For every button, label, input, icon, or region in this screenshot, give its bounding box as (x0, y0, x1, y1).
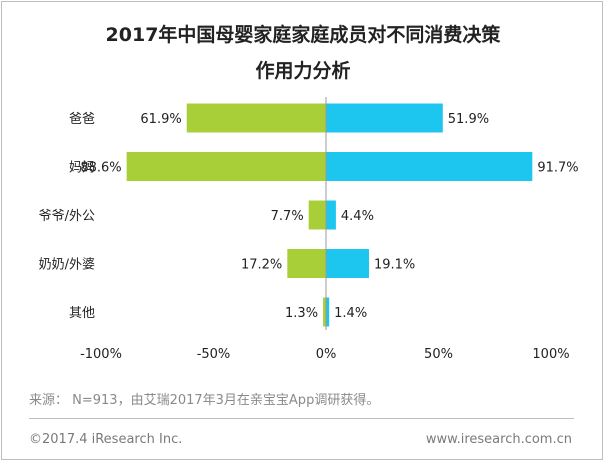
data-label: 4.4% (341, 209, 374, 224)
bar-left (186, 103, 326, 133)
x-tick-label: 0% (316, 347, 337, 362)
data-label: 51.9% (448, 112, 489, 127)
category-label: 其他 (69, 306, 95, 321)
x-tick-label: 50% (424, 347, 453, 362)
bar-left (323, 297, 326, 327)
data-label: 61.9% (140, 112, 181, 127)
category-label: 妈妈 (69, 161, 95, 176)
website-url: www.iresearch.com.cn (425, 432, 572, 447)
bar-left (287, 249, 326, 278)
chart-title-line1: 2017年中国母婴家庭家庭成员对不同消费决策 (105, 24, 501, 46)
copyright-text: ©2017.4 iResearch Inc. (29, 432, 183, 447)
footer-divider (29, 418, 574, 419)
category-label: 爸爸 (69, 112, 95, 127)
source-note: 来源： N=913，由艾瑞2017年3月在亲宝宝App调研获得。 (29, 393, 380, 408)
data-label: 1.4% (334, 306, 367, 321)
data-label: 1.3% (285, 306, 318, 321)
data-label: 7.7% (271, 209, 304, 224)
data-label: 91.7% (537, 161, 578, 176)
data-label: 19.1% (374, 258, 415, 273)
chart-title-line2: 作用力分析 (255, 60, 351, 82)
bar-left (308, 200, 326, 230)
x-tick-label: -100% (80, 347, 122, 362)
data-label: 88.6% (80, 161, 121, 176)
x-tick-label: 100% (532, 347, 569, 362)
bar-left (126, 152, 327, 181)
bar-right (326, 152, 533, 181)
x-tick-label: -50% (197, 347, 231, 362)
bar-right (326, 200, 336, 230)
category-label: 爷爷/外公 (39, 209, 95, 224)
category-label: 奶奶/外婆 (39, 258, 95, 273)
data-label: 17.2% (241, 258, 282, 273)
bar-right (326, 103, 443, 133)
bar-right (326, 297, 330, 327)
bar-right (326, 249, 369, 278)
